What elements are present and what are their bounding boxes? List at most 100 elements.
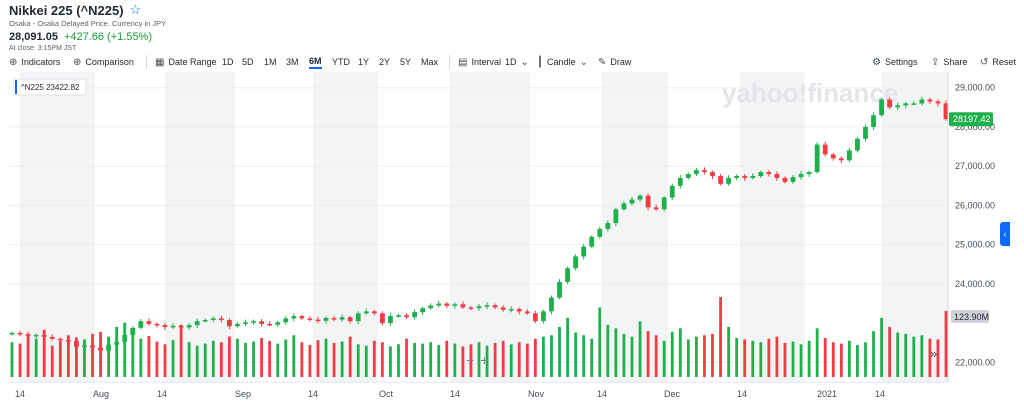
chart-toolbar: ⊕ Indicators ⊕ Comparison ▦ Date Range 1… <box>0 52 1024 72</box>
candle-body <box>814 144 820 173</box>
candle-body <box>935 101 941 104</box>
volume-bar <box>783 342 787 377</box>
x-tick-label: 14 <box>450 389 460 399</box>
settings-label: Settings <box>884 57 918 67</box>
volume-bar <box>50 345 54 377</box>
range-1y[interactable]: 1Y <box>358 57 370 67</box>
volume-bar <box>920 335 924 377</box>
volume-bar <box>413 342 416 377</box>
zoom-in-button[interactable]: + <box>480 352 489 368</box>
candle-body <box>428 305 434 309</box>
reset-button[interactable]: ↺ Reset <box>980 57 1016 68</box>
volume-bar <box>75 337 78 377</box>
x-tick-label: 14 <box>308 389 318 399</box>
current-price-badge <box>949 112 993 127</box>
candle-body <box>492 305 498 308</box>
candle-body <box>645 195 651 208</box>
interval-icon: ▤ <box>458 56 468 68</box>
price-chart[interactable]: yahoo!finance 29,000.00 28,000.00 27,000.00… <box>0 72 1024 406</box>
volume-bar <box>66 335 70 377</box>
volume-bar <box>823 338 827 377</box>
comparison-button[interactable]: ⊕ Comparison <box>73 57 134 68</box>
zoom-out-button[interactable]: − <box>466 352 475 368</box>
candle-body <box>750 175 756 178</box>
candle-body <box>565 268 570 282</box>
volume-bar <box>268 340 272 377</box>
volume-bar <box>912 336 916 377</box>
interval-dropdown[interactable]: ▤ Interval 1D ⌄ <box>458 57 529 68</box>
candle-body <box>895 105 901 108</box>
volume-bar <box>453 343 457 377</box>
candle-body <box>154 323 160 326</box>
exchange-subtitle: Osaka - Osaka Delayed Price. Currency in… <box>9 19 167 28</box>
volume-bar <box>195 345 199 377</box>
range-3m[interactable]: 3M <box>286 57 299 67</box>
collapse-panel-tab[interactable]: ‹ <box>1000 222 1010 246</box>
volume-bar <box>477 342 481 377</box>
date-range-button[interactable]: ▦ Date Range <box>155 57 217 68</box>
volume-bar <box>99 331 102 377</box>
indicators-button[interactable]: ⊕ Indicators <box>9 57 60 68</box>
range-1m[interactable]: 1M <box>264 57 277 67</box>
candle-body <box>33 334 39 337</box>
volume-bar <box>236 338 239 377</box>
volume-bar <box>759 342 763 377</box>
range-5d[interactable]: 5D <box>242 57 254 67</box>
candle-body <box>57 338 63 341</box>
candle-body <box>726 177 732 184</box>
volume-bar <box>654 335 658 377</box>
volume-bar <box>936 339 940 377</box>
range-1d[interactable]: 1D <box>222 57 234 67</box>
candle-body <box>903 103 909 106</box>
watchlist-star-icon[interactable]: ☆ <box>129 2 142 17</box>
draw-button[interactable]: ✎ Draw <box>598 57 631 68</box>
interval-value: 1D <box>504 57 517 67</box>
candle-body <box>347 317 353 322</box>
candle-body <box>138 321 144 328</box>
chart-type-dropdown[interactable]: ┃ Candle ⌄ <box>537 57 588 68</box>
week-band <box>165 72 235 382</box>
candle-body <box>557 281 562 298</box>
settings-button[interactable]: ⚙ Settings <box>872 57 918 68</box>
candle-body <box>669 185 675 198</box>
volume-bar <box>847 340 851 377</box>
candle-body <box>830 154 836 159</box>
interval-label: Interval <box>471 57 501 67</box>
series-color-swatch <box>15 80 17 94</box>
volume-bar <box>831 342 835 377</box>
volume-bar <box>751 340 755 377</box>
volume-bar <box>372 340 376 377</box>
volume-bar <box>171 340 175 377</box>
volume-bar <box>880 317 883 377</box>
volume-bar <box>445 340 449 377</box>
price-tick-label: 24,000.00 <box>955 279 995 289</box>
range-6m[interactable]: 6M <box>309 56 322 69</box>
toolbar-divider <box>146 55 147 69</box>
volume-bar <box>791 341 795 377</box>
volume-bar <box>437 345 441 377</box>
candle-body <box>412 312 417 318</box>
volume-bar <box>703 335 706 377</box>
candle-body <box>500 307 506 310</box>
volume-bar <box>10 342 14 377</box>
range-max[interactable]: Max <box>421 57 439 67</box>
week-band <box>740 72 805 382</box>
scroll-to-latest-icon[interactable]: » <box>930 346 938 361</box>
volume-bar <box>163 344 167 377</box>
candle-body <box>524 311 530 314</box>
range-ytd[interactable]: YTD <box>332 57 350 67</box>
range-5y[interactable]: 5Y <box>400 57 412 67</box>
share-button[interactable]: ⇪ Share <box>931 57 967 68</box>
range-2y[interactable]: 2Y <box>379 57 391 67</box>
candle-body <box>235 323 240 327</box>
candle-body <box>331 318 337 320</box>
volume-bar <box>711 333 714 377</box>
volume-bar <box>598 307 602 377</box>
volume-bar <box>670 331 674 377</box>
volume-bar <box>292 335 296 377</box>
candle-body <box>855 138 860 151</box>
candle-body <box>379 313 385 324</box>
volume-bar <box>566 317 569 377</box>
candle-body <box>790 177 796 182</box>
volume-bar <box>727 326 731 377</box>
